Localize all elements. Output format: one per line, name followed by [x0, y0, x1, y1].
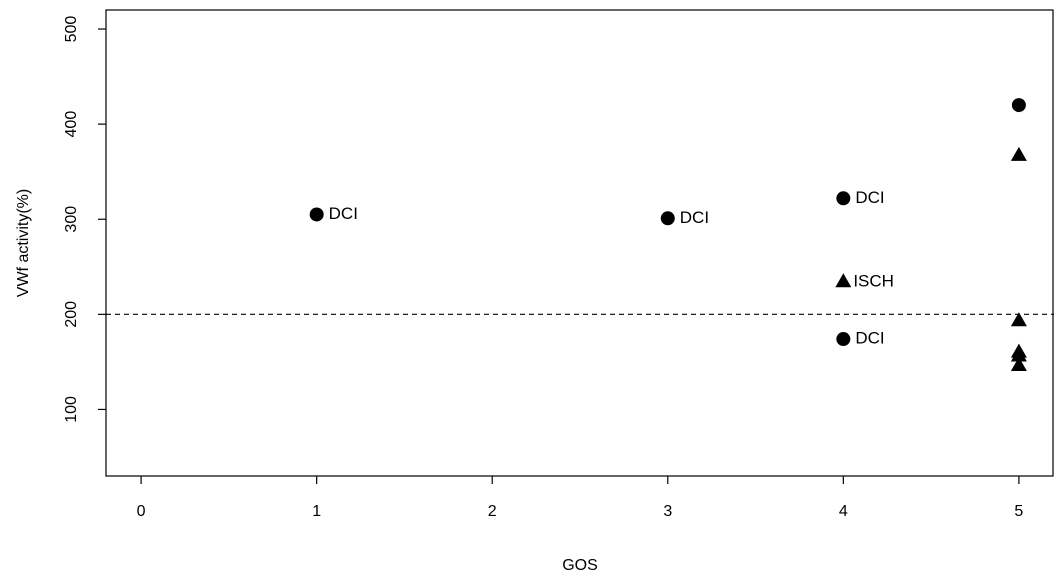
y-tick-label: 100	[63, 396, 80, 423]
x-tick-label: 3	[663, 503, 672, 520]
circle-point	[660, 211, 675, 226]
triangle-point	[1010, 146, 1027, 161]
x-tick-label: 5	[1014, 503, 1023, 520]
y-tick-label: 300	[63, 206, 80, 233]
plot-frame	[105, 9, 1054, 477]
circle-point	[836, 191, 851, 206]
x-axis-title: GOS	[562, 557, 598, 574]
triangle-point	[1010, 347, 1027, 362]
point-label: DCI	[855, 329, 884, 348]
y-tick-label: 500	[63, 16, 80, 43]
x-tick-label: 2	[488, 503, 497, 520]
point-label: ISCH	[853, 271, 894, 290]
x-tick-label: 4	[839, 503, 848, 520]
triangle-point	[835, 273, 852, 288]
data-points	[309, 98, 1027, 372]
y-tick-label: 400	[63, 111, 80, 138]
y-tick-label: 200	[63, 301, 80, 328]
y-axis: 100 200 300 400 500	[63, 16, 106, 423]
point-labels: DCI DCI DCI DCI ISCH	[329, 188, 894, 348]
y-axis-title: VWf activity(%)	[15, 189, 32, 297]
circle-point	[836, 332, 851, 347]
circle-point	[309, 207, 324, 222]
x-tick-label: 1	[312, 503, 321, 520]
point-label: DCI	[329, 204, 358, 223]
circle-point	[1011, 98, 1026, 113]
triangle-point	[1010, 312, 1027, 327]
x-axis: 0 1 2 3 4 5	[137, 476, 1023, 520]
plot-border	[105, 9, 1054, 477]
triangle-point	[1010, 357, 1027, 372]
x-tick-label: 0	[137, 503, 146, 520]
point-label: DCI	[855, 188, 884, 207]
point-label: DCI	[680, 208, 709, 227]
